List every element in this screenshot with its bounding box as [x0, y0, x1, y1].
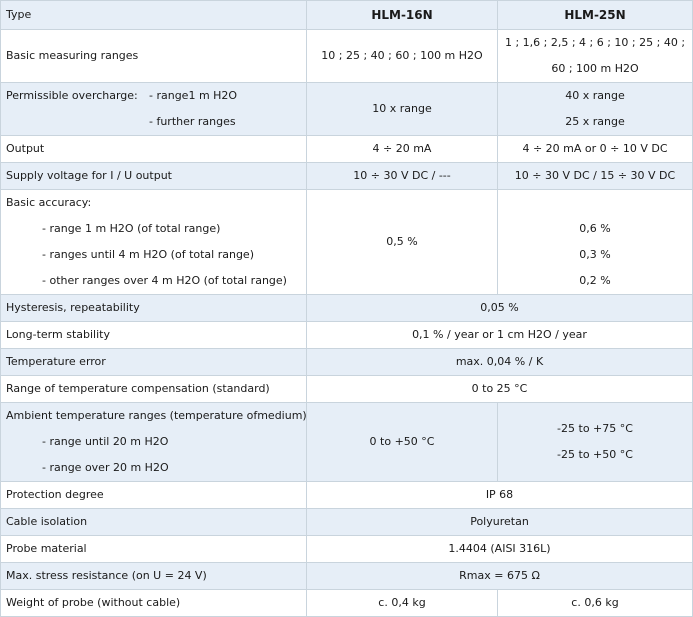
- row-label: Hysteresis, repeatability: [0, 294, 307, 322]
- label-sub: - range 1 m H2O (of total range): [42, 222, 221, 235]
- table-row: Temperature error max. 0,04 % / K: [0, 348, 693, 376]
- table-row: Permissible overcharge: - range1 m H2O -…: [0, 82, 693, 136]
- row-label: Permissible overcharge: - range1 m H2O -…: [0, 82, 307, 136]
- row-label: Max. stress resistance (on U = 24 V): [0, 562, 307, 590]
- label-sub: - further ranges: [149, 115, 236, 128]
- cell-value: 10 ; 25 ; 40 ; 60 ; 100 m H2O: [306, 29, 498, 83]
- table-row: Long-term stability 0,1 % / year or 1 cm…: [0, 321, 693, 349]
- model-hlm-16n-header: HLM-16N: [306, 0, 498, 30]
- cell-value: 0 to +50 °C: [306, 402, 498, 482]
- row-label: Basic accuracy: - range 1 m H2O (of tota…: [0, 189, 307, 295]
- cell-value: 4 ÷ 20 mA or 0 ÷ 10 V DC: [497, 135, 693, 163]
- cell-value: 0,5 %: [306, 189, 498, 295]
- row-label: Cable isolation: [0, 508, 307, 536]
- row-label: Supply voltage for I / U output: [0, 162, 307, 190]
- table-row: Basic measuring ranges 10 ; 25 ; 40 ; 60…: [0, 29, 693, 83]
- label-sub: - range until 20 m H2O: [42, 435, 169, 448]
- cell-value: 40 x range 25 x range: [497, 82, 693, 136]
- header-row: Type HLM-16N HLM-25N: [0, 0, 693, 30]
- cell-value: Polyuretan: [306, 508, 693, 536]
- cell-value: 0,1 % / year or 1 cm H2O / year: [306, 321, 693, 349]
- cell-line: -25 to +75 °C: [557, 422, 633, 435]
- row-label: Temperature error: [0, 348, 307, 376]
- cell-line: 60 ; 100 m H2O: [551, 62, 639, 75]
- table-row: Ambient temperature ranges (temperature …: [0, 402, 693, 482]
- label-main: Basic accuracy:: [6, 196, 92, 209]
- row-label: Ambient temperature ranges (temperature …: [0, 402, 307, 482]
- cell-line: 0,3 %: [579, 248, 611, 261]
- type-label: Type: [0, 0, 307, 30]
- label-sub: - range1 m H2O: [149, 89, 238, 102]
- cell-value: c. 0,6 kg: [497, 589, 693, 617]
- row-label: Long-term stability: [0, 321, 307, 349]
- label-sub: - range over 20 m H2O: [42, 461, 169, 474]
- model-hlm-25n-header: HLM-25N: [497, 0, 693, 30]
- cell-line: 40 x range: [565, 89, 625, 102]
- row-label: Basic measuring ranges: [0, 29, 307, 83]
- cell-value: 1 ; 1,6 ; 2,5 ; 4 ; 6 ; 10 ; 25 ; 40 ; 6…: [497, 29, 693, 83]
- cell-value: 0,05 %: [306, 294, 693, 322]
- row-label: Weight of probe (without cable): [0, 589, 307, 617]
- table-row: Supply voltage for I / U output 10 ÷ 30 …: [0, 162, 693, 190]
- table-row: Cable isolation Polyuretan: [0, 508, 693, 536]
- table-row: Weight of probe (without cable) c. 0,4 k…: [0, 589, 693, 617]
- table-row: Probe material 1.4404 (AISI 316L): [0, 535, 693, 563]
- cell-value: IP 68: [306, 481, 693, 509]
- table-row: Range of temperature compensation (stand…: [0, 375, 693, 403]
- cell-value: 10 ÷ 30 V DC / 15 ÷ 30 V DC: [497, 162, 693, 190]
- table-row: Basic accuracy: - range 1 m H2O (of tota…: [0, 189, 693, 295]
- table-row: Hysteresis, repeatability 0,05 %: [0, 294, 693, 322]
- label-sub: - ranges until 4 m H2O (of total range): [42, 248, 254, 261]
- table-row: Max. stress resistance (on U = 24 V) Rma…: [0, 562, 693, 590]
- label-sub: - other ranges over 4 m H2O (of total ra…: [42, 274, 287, 287]
- table-row: Protection degree IP 68: [0, 481, 693, 509]
- cell-line: -25 to +50 °C: [557, 448, 633, 461]
- cell-value: c. 0,4 kg: [306, 589, 498, 617]
- table-row: Output 4 ÷ 20 mA 4 ÷ 20 mA or 0 ÷ 10 V D…: [0, 135, 693, 163]
- row-label: Output: [0, 135, 307, 163]
- cell-value: 0,6 % 0,3 % 0,2 %: [497, 189, 693, 295]
- cell-value: -25 to +75 °C -25 to +50 °C: [497, 402, 693, 482]
- label-line: Permissible overcharge: - range1 m H2O: [6, 84, 301, 110]
- cell-value: 4 ÷ 20 mA: [306, 135, 498, 163]
- cell-value: 1.4404 (AISI 316L): [306, 535, 693, 563]
- cell-line: 1 ; 1,6 ; 2,5 ; 4 ; 6 ; 10 ; 25 ; 40 ;: [504, 36, 686, 49]
- cell-line: [503, 191, 687, 217]
- cell-value: 10 x range: [306, 82, 498, 136]
- label-main: Permissible overcharge:: [6, 89, 138, 102]
- row-label: Range of temperature compensation (stand…: [0, 375, 307, 403]
- row-label: Probe material: [0, 535, 307, 563]
- cell-line: 0,6 %: [579, 222, 611, 235]
- cell-value: Rmax = 675 Ω: [306, 562, 693, 590]
- label-main: Ambient temperature ranges (temperature …: [6, 409, 307, 422]
- cell-value: 0 to 25 °C: [306, 375, 693, 403]
- cell-value: 10 ÷ 30 V DC / ---: [306, 162, 498, 190]
- cell-line: 0,2 %: [579, 274, 611, 287]
- row-label: Protection degree: [0, 481, 307, 509]
- cell-line: 25 x range: [565, 115, 625, 128]
- cell-value: max. 0,04 % / K: [306, 348, 693, 376]
